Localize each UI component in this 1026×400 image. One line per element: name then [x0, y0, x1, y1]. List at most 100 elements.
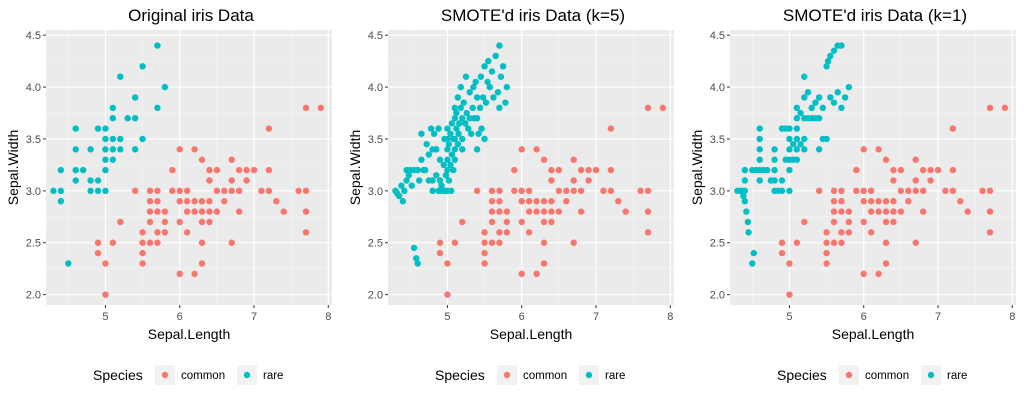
y-tick-label: 2.5 — [26, 238, 41, 250]
data-point-rare — [477, 73, 485, 80]
data-point-rare — [117, 135, 124, 143]
y-tick-label: 3.5 — [368, 134, 383, 146]
legend-title: Species — [435, 367, 485, 383]
x-tick-label: 5 — [444, 311, 450, 323]
data-point-common — [183, 208, 191, 215]
y-tick-label: 3.5 — [26, 134, 41, 146]
data-point-common — [444, 291, 451, 298]
data-point-rare — [823, 63, 830, 70]
data-point-common — [169, 166, 176, 174]
data-point-rare — [830, 99, 838, 106]
data-point-rare — [398, 182, 405, 189]
data-point-rare — [804, 89, 812, 96]
data-point-rare — [413, 255, 420, 262]
data-point-common — [823, 229, 830, 236]
data-point-common — [473, 187, 481, 195]
y-tick-label: 4.0 — [26, 82, 41, 94]
data-point-rare — [405, 172, 412, 179]
data-point-common — [838, 239, 845, 246]
x-tick-label: 8 — [325, 311, 331, 323]
data-point-rare — [102, 187, 109, 195]
data-point-common — [459, 218, 466, 226]
data-point-common — [221, 198, 228, 205]
x-tick-label: 8 — [667, 311, 673, 323]
data-point-common — [897, 166, 905, 174]
data-point-rare — [109, 146, 117, 153]
data-point-common — [169, 187, 176, 195]
data-point-common — [860, 218, 867, 226]
data-point-rare — [793, 104, 801, 112]
data-point-rare — [793, 135, 801, 143]
data-point-common — [615, 198, 622, 205]
data-point-common — [444, 260, 451, 267]
data-point-rare — [786, 146, 793, 153]
data-point-common — [592, 166, 600, 174]
data-point-common — [823, 239, 830, 246]
y-tick-label: 2.0 — [26, 290, 41, 302]
data-point-common — [838, 208, 845, 215]
data-point-common — [875, 208, 882, 215]
data-point-rare — [778, 187, 786, 195]
data-point-common — [830, 239, 838, 246]
y-tick-label: 4.0 — [710, 82, 725, 94]
data-point-rare — [154, 104, 161, 112]
data-point-rare — [57, 166, 65, 174]
x-axis-label: Sepal.Length — [148, 326, 231, 342]
scatter-svg: SMOTE'd iris Data (k=1) 5 6 7 8 2.0 2.5 3.0 3.5 4… — [689, 6, 1016, 385]
data-point-rare — [741, 166, 749, 174]
data-point-common — [235, 208, 243, 215]
data-point-common — [191, 270, 198, 278]
data-point-rare — [834, 89, 841, 96]
data-point-common — [154, 229, 161, 236]
data-point-common — [570, 177, 577, 184]
data-point-rare — [466, 115, 473, 122]
data-point-rare — [399, 198, 407, 205]
data-point-common — [860, 270, 867, 278]
data-point-common — [295, 187, 302, 195]
data-point-common — [488, 198, 496, 205]
data-point-rare — [470, 83, 477, 91]
data-point-rare — [801, 94, 808, 101]
data-point-rare — [475, 130, 482, 137]
y-tick-label: 4.0 — [368, 82, 383, 94]
data-point-rare — [451, 135, 459, 143]
data-point-rare — [448, 151, 456, 158]
data-point-common — [317, 104, 325, 112]
data-point-rare — [488, 68, 496, 75]
data-point-rare — [117, 146, 124, 153]
data-point-common — [912, 239, 919, 246]
data-point-common — [890, 218, 897, 226]
data-point-rare — [131, 94, 139, 101]
data-point-common — [146, 187, 154, 195]
y-tick-label: 4.5 — [26, 30, 41, 42]
data-point-rare — [482, 99, 490, 106]
data-point-common — [585, 166, 592, 174]
x-tick-label: 5 — [786, 311, 792, 323]
data-point-common — [198, 198, 206, 205]
data-point-rare — [395, 192, 403, 200]
plot-background — [46, 30, 332, 305]
data-point-common — [801, 218, 808, 226]
data-point-rare — [430, 130, 438, 137]
data-point-rare — [131, 115, 139, 122]
data-point-common — [644, 208, 652, 215]
y-tick-label: 4.5 — [710, 30, 725, 42]
data-point-common — [154, 187, 161, 195]
data-point-rare — [408, 182, 415, 189]
data-point-common — [518, 146, 525, 153]
x-tick-label: 6 — [519, 311, 525, 323]
data-point-common — [302, 187, 310, 195]
data-point-rare — [50, 187, 57, 195]
data-point-common — [778, 239, 786, 246]
data-point-common — [94, 239, 102, 246]
data-point-common — [176, 146, 183, 153]
data-point-rare — [830, 47, 838, 54]
data-point-common — [786, 291, 793, 298]
chart-title: SMOTE'd iris Data (k=1) — [783, 6, 967, 25]
y-tick-label: 2.5 — [710, 238, 725, 250]
legend-swatch-rare — [927, 371, 935, 379]
data-point-common — [161, 218, 169, 226]
y-axis-label: Sepal.Width — [5, 130, 21, 205]
plot-background — [730, 30, 1016, 305]
data-point-common — [511, 166, 518, 174]
